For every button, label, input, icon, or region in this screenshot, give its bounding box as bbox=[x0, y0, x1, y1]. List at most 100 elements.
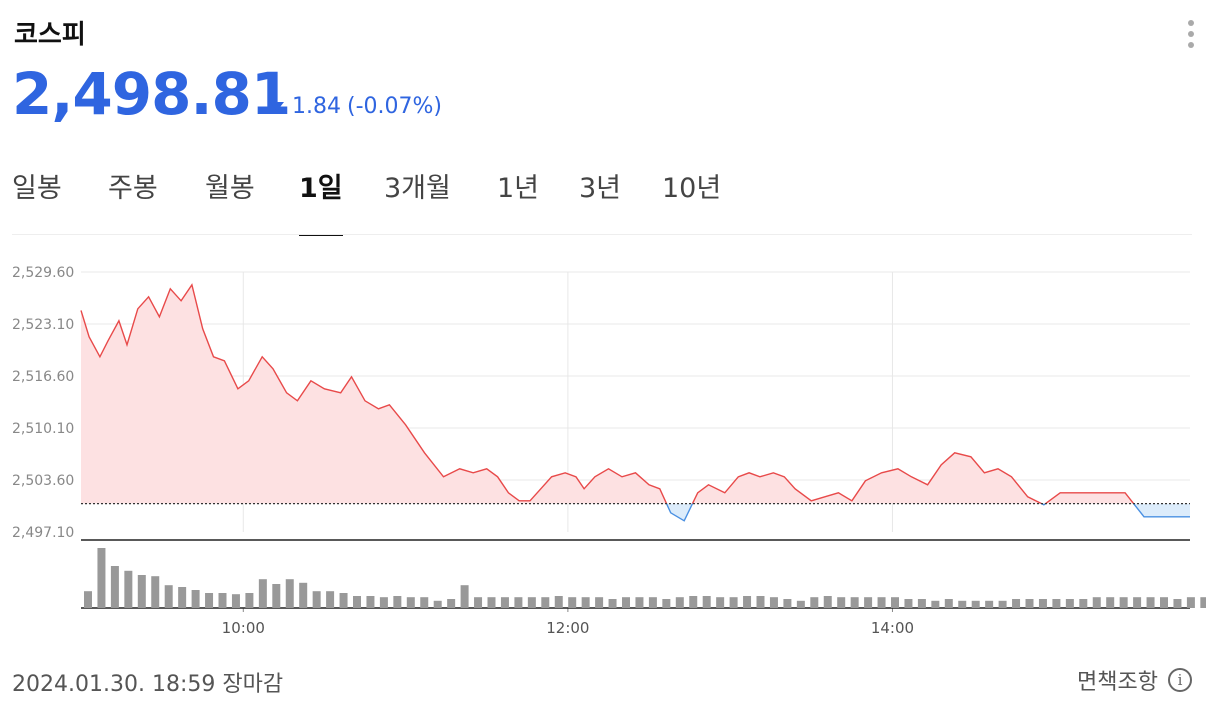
volume-bar bbox=[837, 597, 846, 608]
volume-bar bbox=[447, 599, 456, 608]
volume-bar bbox=[500, 597, 509, 608]
volume-bar bbox=[1092, 597, 1101, 608]
y-tick-label: 2,497.10 bbox=[12, 525, 74, 541]
info-icon: i bbox=[1168, 668, 1192, 692]
tab-daily-candle[interactable]: 일봉 bbox=[12, 173, 62, 204]
volume-bar bbox=[110, 566, 119, 608]
volume-bar bbox=[205, 593, 214, 608]
volume-bar bbox=[729, 597, 738, 608]
volume-bar bbox=[958, 600, 967, 608]
tabs-divider bbox=[12, 234, 1192, 235]
volume-bar bbox=[944, 599, 953, 608]
volume-bar bbox=[1133, 597, 1142, 608]
volume-bar bbox=[769, 597, 778, 608]
volume-bar bbox=[581, 597, 590, 608]
x-tick-label: 10:00 bbox=[222, 619, 265, 637]
area-fill-below-close bbox=[666, 503, 1190, 521]
volume-bar bbox=[312, 591, 321, 608]
x-tick-label: 14:00 bbox=[871, 619, 914, 637]
volume-bar bbox=[151, 576, 160, 608]
volume-bar bbox=[541, 597, 550, 608]
volume-bar bbox=[420, 597, 429, 608]
volume-bar bbox=[326, 591, 335, 608]
volume-bar bbox=[554, 596, 563, 608]
volume-bar bbox=[379, 597, 388, 608]
volume-bar bbox=[285, 579, 294, 608]
volume-bar bbox=[1160, 597, 1168, 608]
volume-bar bbox=[662, 599, 671, 608]
volume-bar bbox=[299, 582, 308, 608]
volume-bar bbox=[783, 599, 792, 608]
volume-bar bbox=[635, 597, 644, 608]
volume-bar bbox=[864, 597, 873, 608]
volume-bar bbox=[1119, 597, 1128, 608]
tab-1-day[interactable]: 1일 bbox=[299, 166, 343, 236]
volume-bar bbox=[702, 596, 711, 608]
volume-bar bbox=[917, 599, 926, 608]
volume-bar bbox=[245, 593, 254, 608]
volume-bar bbox=[1106, 597, 1115, 608]
volume-bar bbox=[1038, 599, 1047, 608]
volume-bar bbox=[487, 597, 496, 608]
volume-bar bbox=[433, 600, 442, 608]
volume-bar bbox=[164, 585, 173, 608]
volume-bar bbox=[743, 596, 752, 608]
volume-bar bbox=[84, 591, 92, 608]
tab-monthly-candle[interactable]: 월봉 bbox=[205, 173, 255, 204]
volume-bar bbox=[191, 590, 200, 608]
volume-bar bbox=[178, 587, 187, 608]
volume-bar bbox=[904, 599, 913, 608]
volume-bar bbox=[272, 584, 281, 608]
volume-bar bbox=[756, 596, 765, 608]
current-price: 2,498.81 bbox=[12, 60, 291, 128]
volume-bar bbox=[1186, 597, 1195, 608]
tab-1-year[interactable]: 1년 bbox=[497, 173, 540, 204]
volume-bar bbox=[527, 597, 536, 608]
tab-3-years[interactable]: 3년 bbox=[579, 173, 622, 204]
x-tick-label: 12:00 bbox=[546, 619, 589, 637]
volume-bar bbox=[339, 593, 348, 608]
volume-bar bbox=[985, 600, 994, 608]
volume-bar bbox=[406, 597, 415, 608]
volume-bar bbox=[1200, 597, 1206, 608]
timestamp: 2024.01.30. 18:59 장마감 bbox=[12, 672, 284, 697]
index-title: 코스피 bbox=[14, 20, 86, 50]
y-tick-label: 2,510.10 bbox=[12, 421, 74, 437]
volume-bar bbox=[648, 597, 657, 608]
volume-bar bbox=[1012, 599, 1021, 608]
tab-10-years[interactable]: 10년 bbox=[662, 173, 722, 204]
volume-bar bbox=[353, 596, 361, 608]
volume-bar bbox=[931, 600, 940, 608]
volume-bar bbox=[1065, 599, 1074, 608]
volume-bar bbox=[568, 597, 577, 608]
disclaimer-link[interactable]: 면책조항 i bbox=[1077, 664, 1192, 696]
volume-bar bbox=[218, 593, 227, 608]
volume-bar bbox=[474, 597, 483, 608]
volume-bar bbox=[675, 597, 684, 608]
volume-bar bbox=[891, 597, 899, 608]
volume-bar bbox=[1146, 597, 1155, 608]
volume-bar bbox=[97, 548, 106, 608]
change-value: 1.84 bbox=[292, 94, 341, 119]
volume-bar bbox=[998, 600, 1007, 608]
volume-bar bbox=[137, 575, 146, 608]
y-tick-label: 2,529.60 bbox=[12, 265, 74, 281]
disclaimer-label: 면책조항 bbox=[1077, 670, 1158, 695]
volume-bar bbox=[460, 585, 469, 608]
down-triangle-icon bbox=[270, 102, 284, 111]
period-tabs: 일봉 주봉 월봉 1일 3개월 1년 3년 10년 bbox=[0, 166, 1206, 236]
more-vertical-icon[interactable] bbox=[1186, 20, 1196, 48]
volume-bar bbox=[231, 594, 240, 608]
change-percent: (-0.07%) bbox=[346, 94, 442, 119]
volume-bar bbox=[124, 570, 133, 608]
volume-bar bbox=[595, 597, 604, 608]
volume-bar bbox=[823, 596, 832, 608]
tab-weekly-candle[interactable]: 주봉 bbox=[108, 173, 158, 204]
volume-bar bbox=[1079, 599, 1088, 608]
volume-bar bbox=[1173, 599, 1182, 608]
area-fill-above-close bbox=[81, 284, 1190, 504]
tab-3-months[interactable]: 3개월 bbox=[384, 173, 451, 204]
volume-bar bbox=[622, 597, 630, 608]
intraday-chart[interactable]: 2,529.60 2,523.10 2,516.60 2,510.10 2,503.60… bbox=[0, 240, 1206, 640]
y-tick-label: 2,516.60 bbox=[12, 369, 74, 385]
